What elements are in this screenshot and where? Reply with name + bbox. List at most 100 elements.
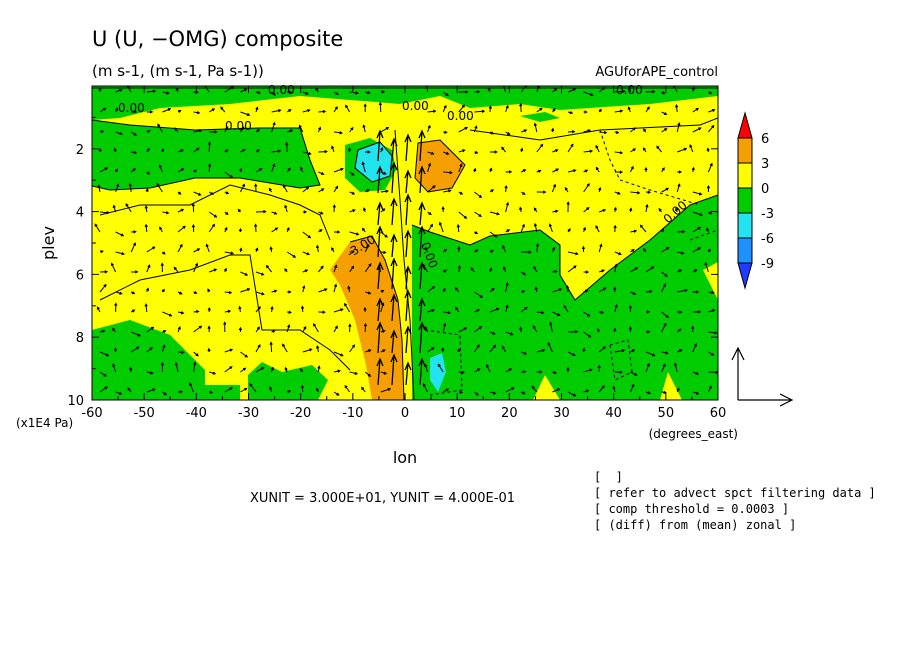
vector-arrow [223, 267, 227, 273]
vector-arrow [551, 127, 555, 133]
vector-arrow [675, 207, 679, 213]
vector-arrow [203, 86, 210, 93]
vector-arrow [191, 202, 195, 213]
colorbar-label: -6 [761, 232, 774, 247]
vector-arrow [380, 371, 388, 375]
vector-arrow [427, 308, 435, 313]
vector-arrow [177, 191, 182, 195]
vector-arrow [224, 126, 229, 133]
vector-arrow [162, 329, 167, 334]
vector-arrow [583, 289, 589, 293]
vector-arrow [282, 184, 288, 193]
x-tick-label: -50 [134, 406, 155, 421]
vector-arrow [255, 106, 259, 113]
reference-vector-horizontal [738, 393, 794, 407]
vector-arrow [443, 311, 452, 315]
reference-vector-vertical [731, 346, 745, 400]
vector-arrow [99, 250, 104, 254]
vector-arrow [614, 349, 626, 353]
vector-arrow [146, 388, 156, 393]
vector-arrow [424, 363, 429, 373]
colorbar-label: -3 [761, 207, 774, 222]
vector-units-label: XUNIT = 3.000E+01, YUNIT = 4.000E-01 [250, 491, 515, 506]
vector-arrow [173, 266, 179, 273]
vector-arrow [521, 351, 528, 355]
vector-arrow [287, 90, 293, 94]
vector-arrow [473, 344, 480, 353]
strong-vector-arrow [418, 357, 426, 386]
vector-arrow [207, 141, 212, 153]
colorbar-segment [737, 237, 753, 264]
vector-arrow [520, 223, 525, 233]
vector-arrow [302, 251, 311, 256]
vector-arrow [224, 366, 233, 373]
vector-arrow [704, 261, 709, 273]
vector-arrow [489, 211, 500, 216]
vector-arrow [505, 331, 514, 336]
vector-arrow [286, 227, 290, 233]
vector-arrow [692, 107, 700, 113]
vector-arrow [112, 204, 117, 213]
vector-arrow [255, 344, 261, 353]
vector-arrow [563, 304, 569, 313]
vector-arrow [333, 391, 340, 396]
vector-arrow [692, 211, 703, 217]
vector-arrow [99, 107, 107, 113]
vector-arrow [567, 130, 576, 134]
vector-arrow [692, 247, 702, 253]
vector-arrow [474, 249, 479, 253]
colorbar-label: -9 [761, 257, 774, 272]
vector-arrow [674, 104, 679, 113]
vector-arrow [193, 325, 203, 333]
vector-arrow [457, 245, 461, 253]
vector-arrow [639, 224, 647, 233]
vector-arrow [380, 146, 384, 153]
vector-arrow [473, 167, 477, 173]
vector-arrow [692, 191, 703, 196]
contour-line-dashed-2 [609, 339, 633, 381]
vector-arrow [552, 168, 560, 173]
vector-arrow [284, 204, 288, 213]
y-tick-label: 6 [76, 268, 84, 283]
strong-vector-arrow [418, 297, 426, 322]
vector-arrow [271, 329, 276, 333]
contour-label: 0.00 [225, 119, 252, 133]
vector-arrow [689, 144, 694, 153]
vector-arrow [315, 244, 320, 253]
x-tick-label: 20 [501, 406, 518, 421]
vector-arrow [505, 131, 511, 135]
vector-arrow [208, 223, 216, 233]
vector-arrow [332, 204, 336, 213]
vector-arrow [161, 344, 166, 353]
vector-arrow [255, 306, 261, 313]
vector-arrow [597, 364, 601, 373]
vector-arrow [317, 365, 321, 373]
vector-arrow [146, 130, 151, 134]
vector-arrow [282, 343, 288, 353]
vector-arrow [224, 171, 234, 179]
y-axis: 2 4 6 8 10 [67, 116, 718, 409]
strong-vector-arrow [404, 193, 412, 226]
note-line: [ comp threshold = 0.0003 ] [594, 502, 790, 516]
vector-arrow [489, 167, 493, 173]
strong-vector-arrow [418, 129, 426, 162]
vector-arrow [115, 231, 125, 237]
vector-arrow [489, 344, 496, 353]
vector-arrow [566, 366, 570, 373]
vector-arrow [130, 242, 136, 253]
strong-vector-arrow [418, 261, 426, 290]
vector-arrow [533, 265, 538, 273]
vector-arrow [99, 351, 110, 357]
vector-arrow [240, 111, 251, 117]
vector-arrow [269, 341, 273, 353]
vector-arrow [380, 289, 385, 293]
vector-arrow [489, 391, 497, 395]
vector-arrow [598, 287, 607, 293]
vector-arrow [630, 267, 639, 273]
vector-arrow [189, 382, 195, 393]
vector-arrow [255, 271, 265, 276]
colorbar-label: 3 [761, 157, 769, 172]
vector-arrow [255, 168, 263, 173]
strong-vector-arrow [404, 361, 412, 386]
vector-arrow [566, 201, 570, 213]
